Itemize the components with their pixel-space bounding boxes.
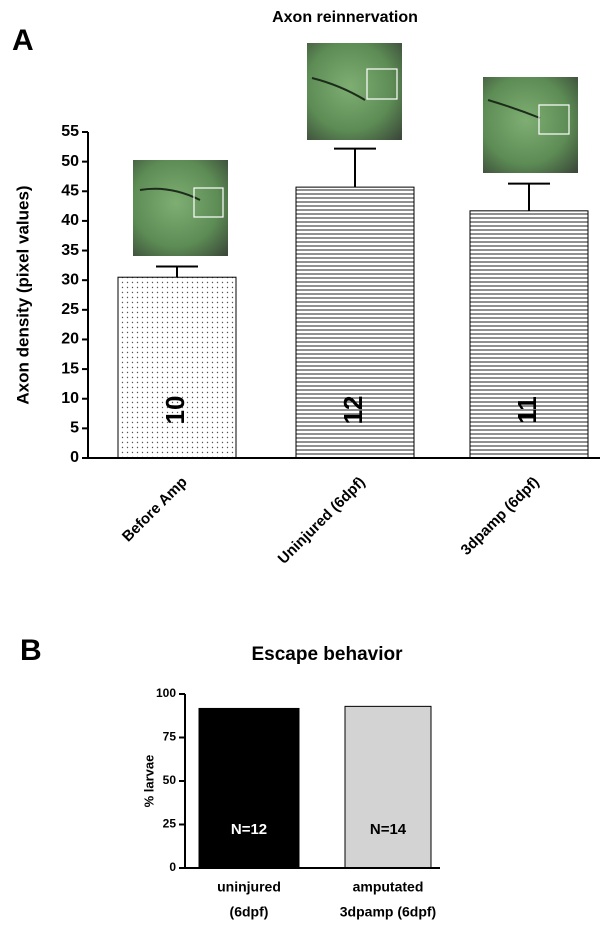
bar-label: 12	[338, 396, 368, 425]
bar	[199, 708, 299, 868]
y-tick-label: 50	[61, 153, 79, 170]
bar-label: N=14	[370, 821, 407, 838]
y-tick-label: 55	[61, 123, 79, 140]
y-tick-label: 25	[163, 817, 177, 831]
micrograph	[133, 160, 228, 256]
x-tick-label: 3dpamp (6dpf)	[458, 474, 543, 559]
y-tick-label: 100	[156, 686, 176, 700]
y-tick-label: 15	[61, 360, 79, 377]
error-bar	[334, 149, 376, 188]
y-tick-label: 0	[169, 860, 176, 874]
y-tick-label: 45	[61, 182, 79, 199]
y-tick-label: 10	[61, 390, 79, 407]
y-tick-label: 75	[163, 730, 177, 744]
bar-label: 10	[160, 396, 190, 425]
bar	[345, 706, 431, 868]
error-bar	[508, 184, 550, 211]
y-tick-label: 30	[61, 271, 79, 288]
y-axis-label: % larvae	[141, 755, 156, 808]
x-tick-label: Before Amp	[119, 474, 191, 546]
x-tick-label: amputated	[353, 879, 424, 895]
x-tick-label: uninjured	[217, 879, 281, 895]
y-axis-label: Axon density (pixel values)	[13, 185, 32, 404]
y-tick-label: 50	[163, 773, 177, 787]
y-tick-label: 5	[70, 420, 79, 437]
panel-letter: A	[12, 24, 34, 57]
figure: A B Axon reinnervation Axon density (pixe…	[0, 0, 613, 927]
y-tick-label: 40	[61, 212, 79, 229]
bar	[118, 277, 236, 458]
x-tick-label: (6dpf)	[230, 904, 269, 920]
y-tick-label: 25	[61, 301, 79, 318]
x-tick-label: 3dpamp (6dpf)	[340, 904, 436, 920]
y-tick-label: 0	[70, 449, 79, 466]
bar-label: N=12	[231, 821, 267, 838]
error-bar	[156, 267, 198, 278]
micrograph	[307, 43, 402, 140]
bar-label: 11	[512, 396, 542, 424]
x-tick-label: Uninjured (6dpf)	[275, 474, 369, 568]
y-tick-label: 35	[61, 242, 79, 259]
micrograph	[483, 77, 578, 173]
chart-title: Axon reinnervation	[272, 9, 418, 26]
chart-title: Escape behavior	[251, 644, 403, 665]
panel-letter: B	[20, 634, 42, 667]
y-tick-label: 20	[61, 331, 79, 348]
